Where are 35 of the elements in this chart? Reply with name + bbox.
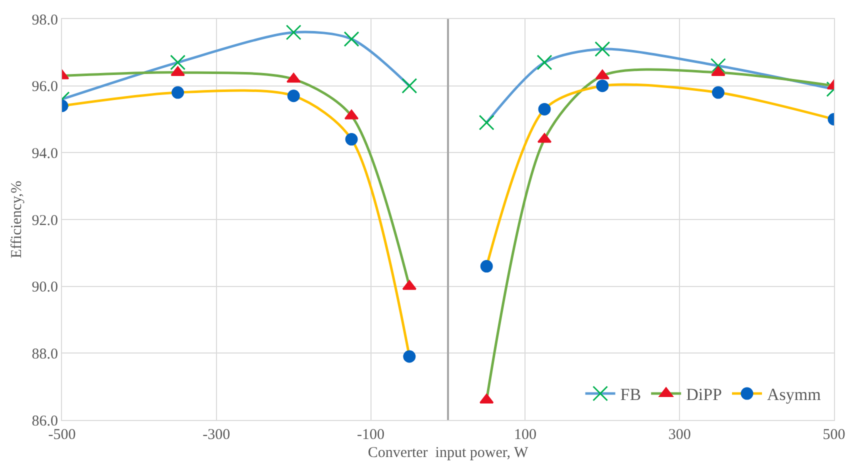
y-tick-label: 86.0: [32, 413, 58, 430]
point: [712, 86, 724, 99]
point: [345, 133, 358, 146]
point: [172, 86, 184, 99]
point: [596, 80, 609, 92]
x-tick-label: -100: [357, 427, 385, 443]
point: [538, 102, 551, 116]
point: [170, 54, 186, 70]
point: [403, 350, 416, 363]
point: [710, 58, 726, 74]
x-tick-label: 300: [668, 427, 691, 443]
legend-label: DiPP: [686, 385, 722, 404]
y-tick-label: 96.0: [32, 79, 58, 96]
x-tick-label: 100: [514, 427, 536, 443]
point: [480, 260, 493, 273]
y-tick-label: 98.0: [32, 12, 58, 28]
x-tick-label: -300: [202, 427, 230, 443]
point: [478, 114, 494, 130]
x-tick-label: -500: [48, 427, 76, 443]
y-tick-label: 94.0: [32, 146, 58, 162]
y-axis-title: Efficiency,%: [9, 180, 25, 258]
point: [536, 54, 552, 70]
point: [402, 78, 418, 94]
point: [344, 31, 360, 47]
y-tick-label: 90.0: [32, 280, 58, 296]
point: [287, 90, 300, 102]
legend-label: Asymm: [767, 385, 821, 404]
y-tick-label: 88.0: [32, 346, 58, 362]
point: [594, 41, 610, 57]
point: [286, 24, 302, 40]
point: [286, 72, 301, 83]
x-tick-label: 500: [822, 427, 846, 443]
x-axis-title: Converter input power, W: [368, 445, 530, 461]
y-tick-label: 92.0: [32, 212, 58, 229]
legend-label: FB: [620, 385, 642, 404]
